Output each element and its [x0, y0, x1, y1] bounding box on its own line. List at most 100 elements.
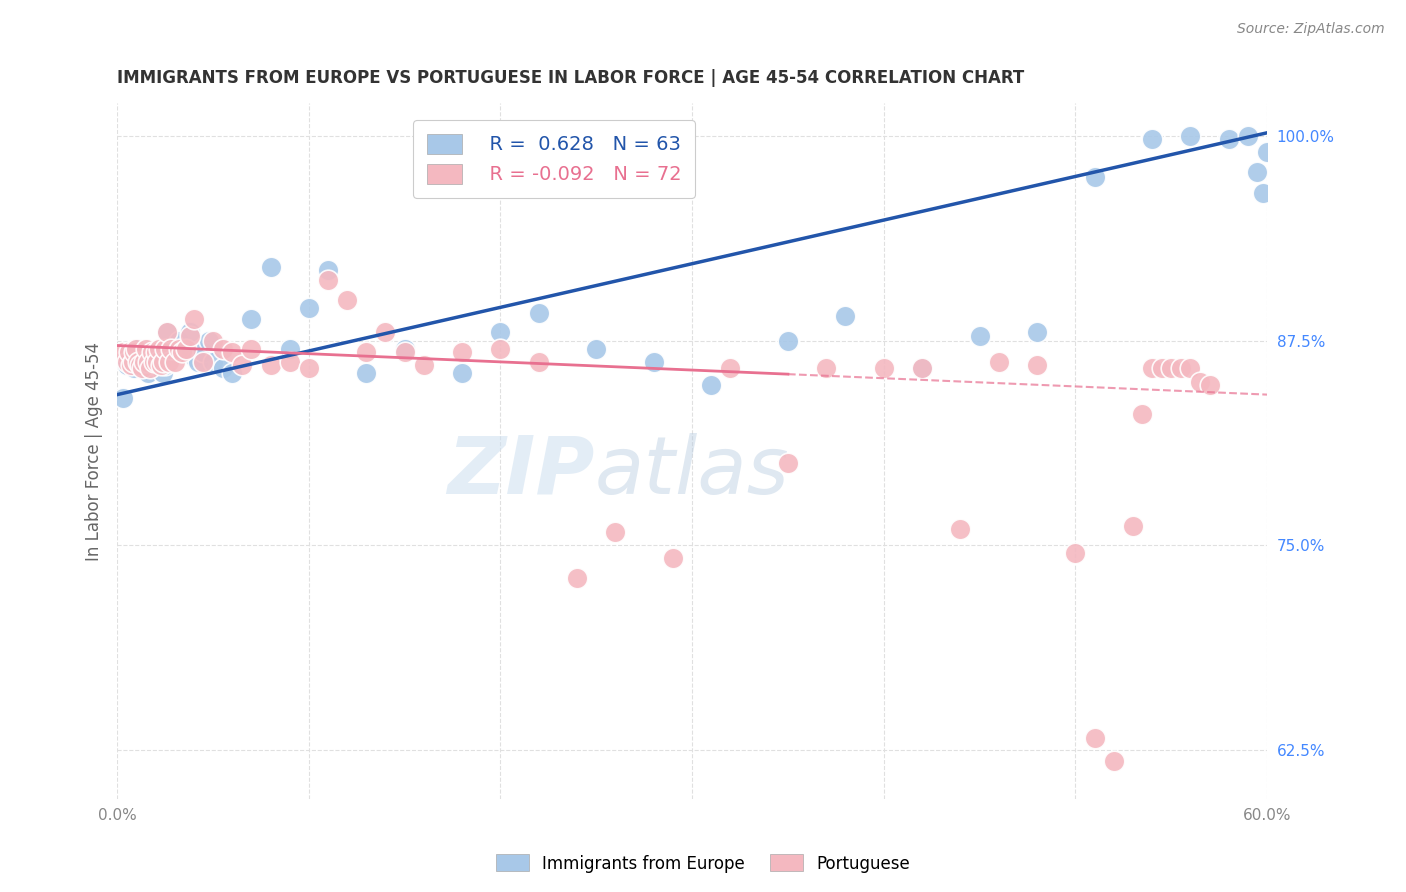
Point: [172, 342, 194, 356]
Point: [643, 355, 665, 369]
Point: [125, 342, 148, 356]
Point: [211, 342, 233, 356]
Point: [145, 355, 167, 369]
Point: [156, 326, 179, 340]
Point: [259, 358, 281, 372]
Point: [298, 361, 321, 376]
Point: [183, 312, 205, 326]
Point: [167, 334, 190, 348]
Point: [193, 345, 215, 359]
Point: [240, 312, 263, 326]
Point: [115, 358, 138, 372]
Point: [1180, 361, 1202, 376]
Point: [1237, 129, 1260, 144]
Point: [167, 342, 190, 356]
Point: [356, 367, 378, 381]
Point: [124, 361, 146, 376]
Point: [139, 361, 162, 376]
Point: [489, 326, 512, 340]
Point: [120, 355, 142, 369]
Point: [139, 358, 162, 372]
Point: [156, 326, 179, 340]
Point: [1083, 169, 1105, 184]
Point: [132, 355, 155, 369]
Point: [1198, 377, 1220, 392]
Point: [240, 342, 263, 356]
Point: [949, 522, 972, 536]
Point: [1026, 326, 1049, 340]
Point: [374, 326, 396, 340]
Point: [121, 358, 143, 372]
Point: [565, 571, 588, 585]
Point: [211, 361, 233, 376]
Point: [118, 345, 141, 359]
Point: [412, 358, 434, 372]
Point: [136, 367, 159, 381]
Point: [157, 355, 180, 369]
Point: [198, 334, 221, 348]
Point: [1218, 132, 1240, 146]
Point: [776, 334, 799, 348]
Point: [125, 350, 148, 364]
Text: atlas: atlas: [595, 433, 789, 511]
Point: [129, 358, 152, 372]
Point: [135, 345, 157, 359]
Point: [221, 345, 243, 359]
Point: [1140, 132, 1163, 146]
Point: [298, 301, 321, 315]
Point: [1188, 375, 1211, 389]
Point: [605, 524, 627, 539]
Point: [120, 358, 142, 372]
Point: [146, 358, 169, 372]
Point: [1026, 358, 1049, 372]
Point: [179, 328, 201, 343]
Point: [148, 342, 170, 356]
Point: [873, 361, 896, 376]
Point: [152, 367, 174, 381]
Point: [1251, 186, 1274, 201]
Point: [259, 260, 281, 274]
Point: [193, 355, 215, 369]
Point: [160, 342, 183, 356]
Text: IMMIGRANTS FROM EUROPE VS PORTUGUESE IN LABOR FORCE | AGE 45-54 CORRELATION CHAR: IMMIGRANTS FROM EUROPE VS PORTUGUESE IN …: [117, 69, 1025, 87]
Point: [527, 355, 550, 369]
Point: [231, 358, 253, 372]
Point: [148, 355, 170, 369]
Point: [160, 350, 183, 364]
Point: [451, 367, 474, 381]
Point: [1064, 546, 1087, 560]
Point: [489, 342, 512, 356]
Point: [1122, 518, 1144, 533]
Point: [153, 358, 176, 372]
Point: [152, 355, 174, 369]
Point: [451, 345, 474, 359]
Point: [394, 345, 416, 359]
Point: [202, 334, 225, 348]
Text: Source: ZipAtlas.com: Source: ZipAtlas.com: [1237, 22, 1385, 37]
Point: [356, 345, 378, 359]
Point: [118, 345, 141, 359]
Point: [153, 342, 176, 356]
Point: [1150, 361, 1173, 376]
Point: [179, 326, 201, 340]
Point: [111, 391, 134, 405]
Point: [142, 355, 165, 369]
Point: [163, 355, 186, 369]
Point: [145, 345, 167, 359]
Point: [141, 355, 163, 369]
Point: [815, 361, 838, 376]
Point: [150, 345, 173, 359]
Point: [131, 358, 153, 372]
Point: [127, 342, 149, 356]
Point: [776, 456, 799, 470]
Point: [174, 345, 197, 359]
Point: [174, 342, 197, 356]
Point: [127, 355, 149, 369]
Point: [187, 355, 209, 369]
Point: [157, 342, 180, 356]
Legend:   R =  0.628   N = 63,   R = -0.092   N = 72: R = 0.628 N = 63, R = -0.092 N = 72: [413, 120, 696, 198]
Point: [183, 350, 205, 364]
Point: [662, 551, 685, 566]
Y-axis label: In Labor Force | Age 45-54: In Labor Force | Age 45-54: [86, 342, 103, 560]
Point: [720, 361, 742, 376]
